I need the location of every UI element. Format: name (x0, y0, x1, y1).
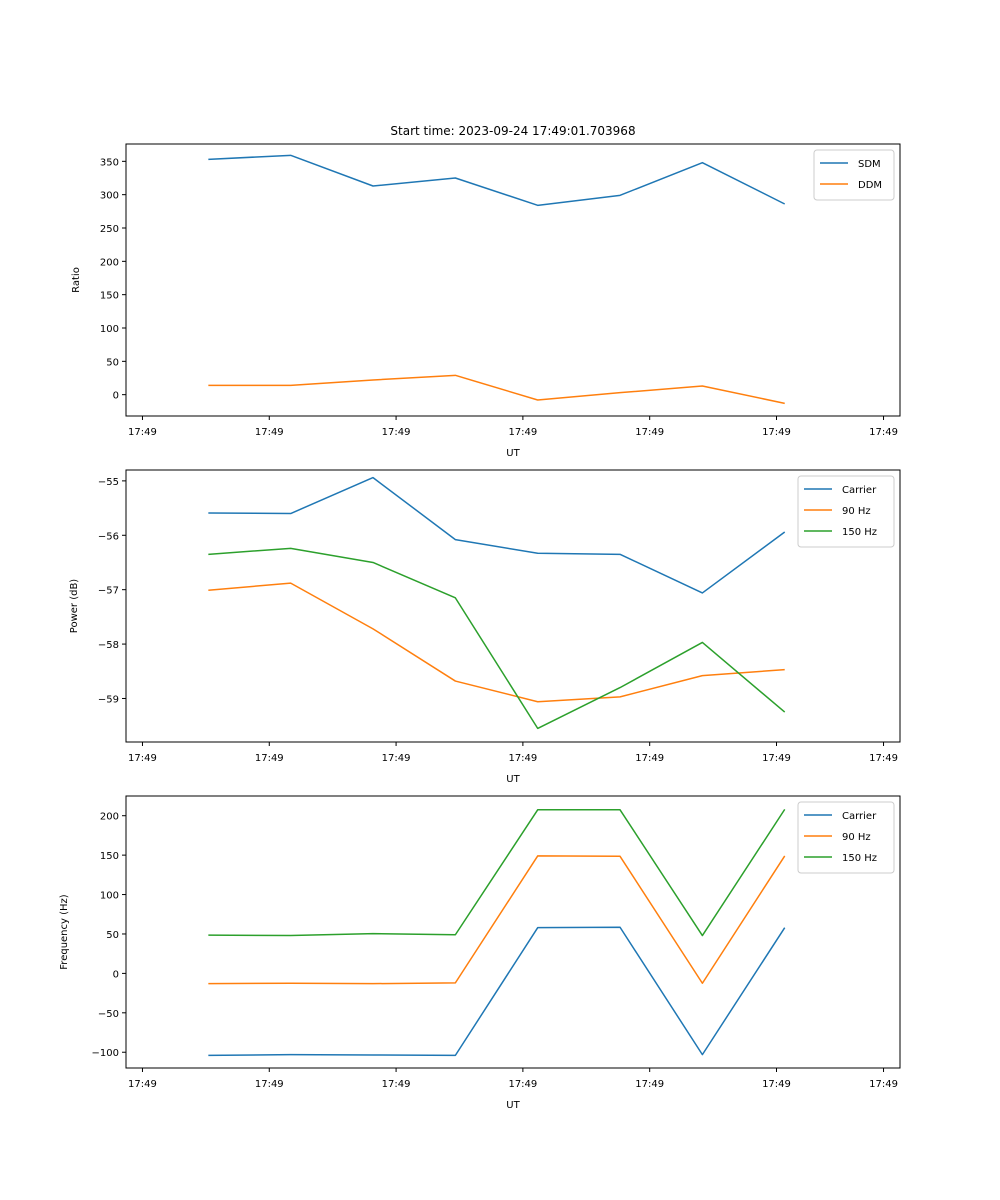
x-tick-label: 17:49 (508, 1079, 537, 1090)
x-tick-label: 17:49 (255, 427, 284, 438)
series-line-90-hz (208, 855, 786, 985)
y-tick-label: 50 (106, 930, 119, 941)
y-tick-label: −100 (92, 1048, 119, 1059)
series-line-ddm (208, 374, 785, 405)
y-tick-label: 200 (100, 812, 119, 823)
legend: Carrier 90 Hz 150 Hz (797, 475, 895, 548)
y-tick-label: −57 (98, 586, 119, 597)
legend-label: 150 Hz (842, 853, 877, 864)
subplot-frequency: 17:49 17:49 17:49 17:49 17:49 17:49 17:49 −100… (59, 795, 901, 1111)
y-tick-label: 0 (113, 969, 119, 980)
x-tick-label: 17:49 (508, 427, 537, 438)
subplot-ratio: 17:49 17:49 17:49 17:49 17:49 17:49 17:49 0 50 1… (71, 143, 901, 459)
y-tick-label: −50 (98, 1009, 119, 1020)
x-tick-label: 17:49 (635, 1079, 664, 1090)
y-tick-label: −55 (98, 477, 119, 488)
x-tick-label: 17:49 (128, 427, 157, 438)
series-line-90-hz (208, 582, 785, 703)
x-tick-label: 17:49 (128, 753, 157, 764)
x-ticks: 17:49 17:49 17:49 17:49 17:49 17:49 17:49 (128, 742, 898, 764)
legend-label: Carrier (842, 485, 877, 496)
x-tick-label: 17:49 (869, 427, 898, 438)
subplot-power: 17:49 17:49 17:49 17:49 17:49 17:49 17:49 −59−… (69, 469, 901, 785)
y-axis-label: Ratio (71, 267, 82, 293)
plot-frame (125, 795, 901, 1069)
series-line-sdm (208, 154, 786, 207)
series-line-carrier (208, 926, 786, 1057)
series-layer (208, 476, 786, 730)
y-ticks: −59 −58 −57 −56 −55 (98, 477, 126, 705)
y-tick-label: 250 (100, 224, 119, 235)
chart-title: Start time: 2023-09-24 17:49:01.703968 (390, 124, 635, 138)
x-tick-label: 17:49 (635, 753, 664, 764)
legend-label: SDM (858, 159, 881, 170)
legend: Carrier 90 Hz 150 Hz (797, 801, 895, 874)
y-axis-label: Frequency (Hz) (59, 894, 70, 970)
x-axis-label: UT (506, 1100, 520, 1111)
x-tick-label: 17:49 (762, 427, 791, 438)
y-ticks: −100 −50 0 50 100 150 200 (92, 812, 126, 1059)
legend-label: 90 Hz (842, 506, 871, 517)
x-tick-label: 17:49 (382, 427, 411, 438)
series-line-150-hz (208, 547, 786, 730)
x-tick-label: 17:49 (508, 753, 537, 764)
x-tick-label: 17:49 (382, 753, 411, 764)
y-tick-label: −56 (98, 531, 119, 542)
plot-frame (125, 469, 901, 743)
x-tick-label: 17:49 (128, 1079, 157, 1090)
y-tick-label: 300 (100, 191, 119, 202)
y-tick-label: 100 (100, 324, 119, 335)
series-layer (208, 808, 786, 1057)
legend-box (797, 475, 895, 548)
y-tick-label: 100 (100, 891, 119, 902)
legend-label: DDM (858, 180, 882, 191)
x-axis-label: UT (506, 774, 520, 785)
legend-box (797, 801, 895, 874)
legend-box (813, 149, 895, 201)
y-tick-label: −58 (98, 640, 119, 651)
y-tick-label: 0 (113, 391, 119, 402)
x-tick-label: 17:49 (382, 1079, 411, 1090)
x-ticks: 17:49 17:49 17:49 17:49 17:49 17:49 17:49 (128, 416, 898, 438)
legend-label: 90 Hz (842, 832, 871, 843)
y-ticks: 0 50 100 150 200 250 300 350 (100, 157, 126, 402)
series-line-carrier (208, 476, 786, 594)
y-tick-label: 150 (100, 291, 119, 302)
series-line-150-hz (208, 808, 786, 937)
legend-label: 150 Hz (842, 527, 877, 538)
x-ticks: 17:49 17:49 17:49 17:49 17:49 17:49 17:49 (128, 1068, 898, 1090)
plot-frame (125, 143, 901, 417)
legend-label: Carrier (842, 811, 877, 822)
y-axis-label: Power (dB) (69, 579, 80, 634)
x-tick-label: 17:49 (762, 1079, 791, 1090)
y-tick-label: 150 (100, 851, 119, 862)
x-tick-label: 17:49 (255, 753, 284, 764)
y-tick-label: −59 (98, 694, 119, 705)
x-tick-label: 17:49 (255, 1079, 284, 1090)
x-axis-label: UT (506, 448, 520, 459)
x-tick-label: 17:49 (762, 753, 791, 764)
y-tick-label: 200 (100, 257, 119, 268)
series-layer (208, 154, 786, 405)
y-tick-label: 350 (100, 157, 119, 168)
x-tick-label: 17:49 (635, 427, 664, 438)
y-tick-label: 50 (106, 357, 119, 368)
x-tick-label: 17:49 (869, 753, 898, 764)
x-tick-label: 17:49 (869, 1079, 898, 1090)
legend: SDM DDM (813, 149, 895, 201)
